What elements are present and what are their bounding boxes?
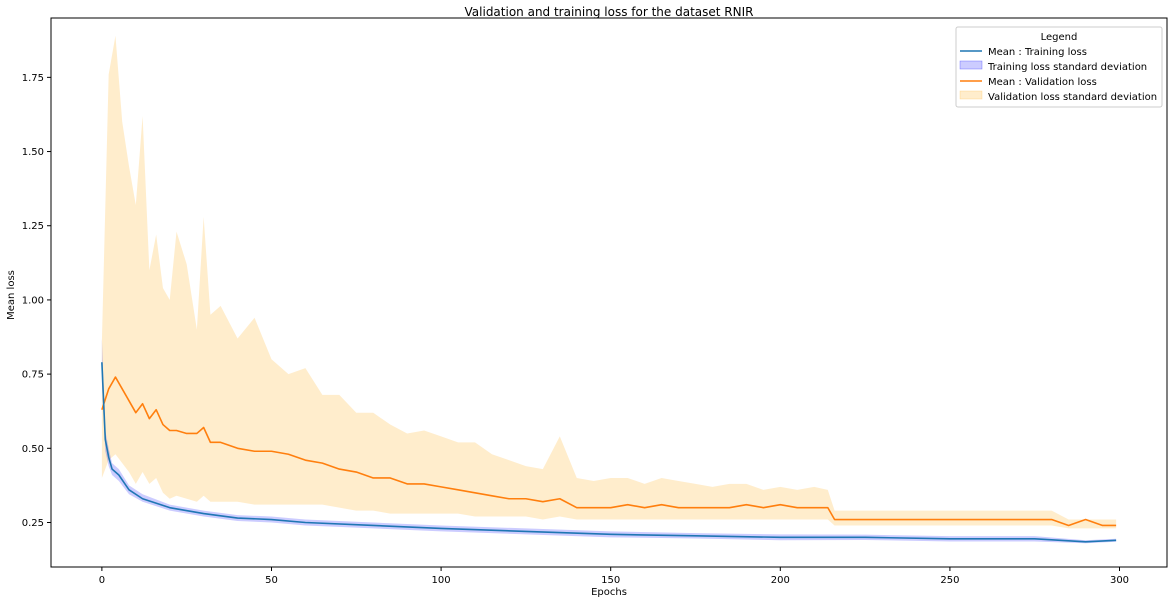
y-tick-label: 1.75 bbox=[22, 73, 44, 84]
x-tick-label: 300 bbox=[1110, 575, 1129, 586]
x-axis-ticks: 0 50 100 150 200 250 300 bbox=[99, 567, 1129, 586]
legend-label-training-std: Training loss standard deviation bbox=[987, 62, 1147, 73]
y-tick-label: 1.00 bbox=[22, 295, 44, 306]
x-tick-label: 50 bbox=[265, 575, 278, 586]
legend-label-training-mean: Mean : Training loss bbox=[988, 47, 1087, 58]
x-tick-label: 150 bbox=[601, 575, 620, 586]
x-tick-label: 0 bbox=[99, 575, 105, 586]
chart-title: Validation and training loss for the dat… bbox=[465, 5, 754, 19]
y-tick-label: 0.50 bbox=[22, 444, 44, 455]
std-bands bbox=[101, 35, 1117, 544]
x-tick-label: 200 bbox=[771, 575, 790, 586]
y-tick-label: 0.75 bbox=[22, 370, 44, 381]
training-mean-line bbox=[101, 362, 1117, 543]
y-axis-label: Mean loss bbox=[6, 270, 17, 320]
x-axis-label: Epochs bbox=[591, 587, 627, 598]
validation-mean-line bbox=[101, 376, 1117, 527]
mean-lines bbox=[101, 362, 1117, 543]
y-tick-label: 1.50 bbox=[22, 147, 44, 158]
legend-title: Legend bbox=[1041, 32, 1078, 43]
legend-swatch-validation-std bbox=[959, 90, 983, 100]
x-tick-label: 250 bbox=[940, 575, 959, 586]
legend-label-validation-mean: Mean : Validation loss bbox=[988, 77, 1097, 88]
legend-box bbox=[955, 26, 1163, 108]
y-tick-label: 1.25 bbox=[22, 221, 44, 232]
legend-swatch-training-std bbox=[959, 60, 983, 70]
plot-frame bbox=[50, 17, 1168, 568]
x-tick-label: 100 bbox=[432, 575, 451, 586]
y-tick-label: 0.25 bbox=[22, 518, 44, 529]
legend-label-validation-std: Validation loss standard deviation bbox=[988, 92, 1157, 103]
legend: Legend Mean : Training loss Training los… bbox=[955, 26, 1163, 108]
validation-std-band bbox=[101, 35, 1117, 529]
y-axis-ticks: 0.25 0.50 0.75 1.00 1.25 1.50 1.75 bbox=[22, 73, 51, 529]
